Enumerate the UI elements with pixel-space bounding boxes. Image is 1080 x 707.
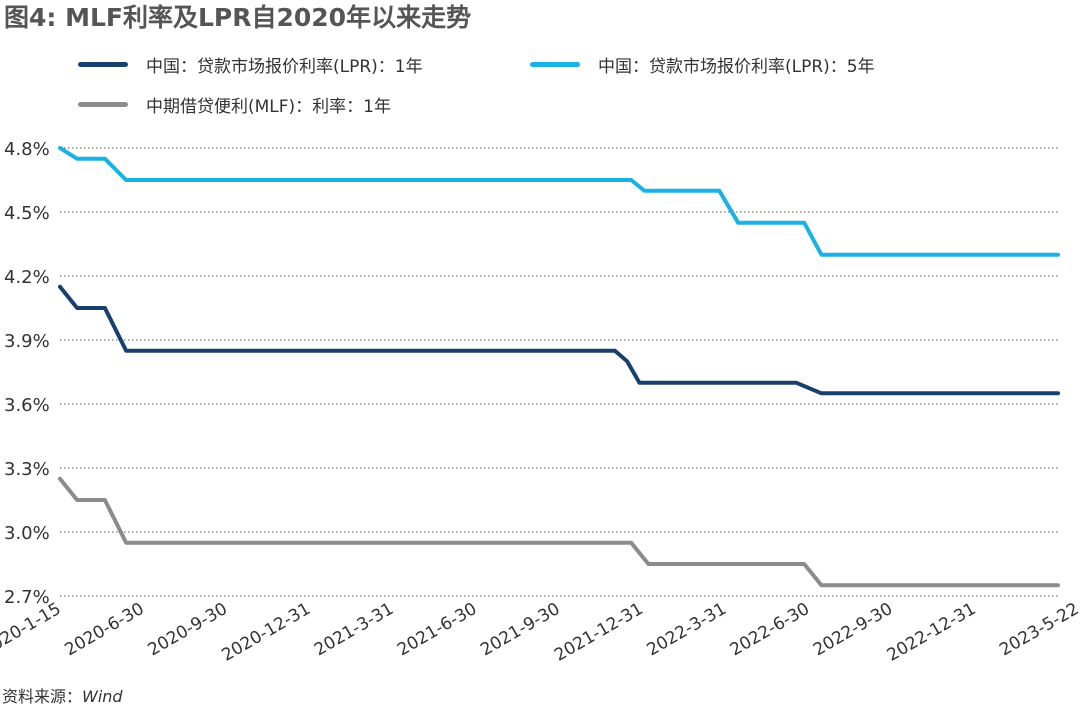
y-tick-label-3: 3.6%: [4, 395, 50, 416]
source-label: 资料来源：: [2, 687, 83, 706]
chart-title: 图4: MLF利率及LPR自2020年以来走势: [4, 3, 472, 32]
y-tick-label-0: 2.7%: [4, 587, 50, 608]
y-tick-label-2: 3.3%: [4, 459, 50, 480]
x-tick-label-7: 2021-12-31: [551, 599, 647, 666]
legend-label-mlf-1y: 中期借贷便利(MLF)：利率：1年: [146, 97, 391, 117]
legend-swatch-lpr-5y: [530, 62, 580, 67]
source-note: 资料来源：Wind: [2, 683, 123, 707]
legend-item-lpr-1y: 中国：贷款市场报价利率(LPR)：1年: [78, 52, 423, 77]
legend-swatch-mlf-1y: [78, 102, 128, 107]
x-tick-label-0: 2020-1-15: [0, 599, 64, 660]
series-line-1: [58, 146, 1060, 257]
legend-label-lpr-1y: 中国：贷款市场报价利率(LPR)：1年: [146, 57, 423, 77]
x-tick-label-9: 2022-6-30: [727, 599, 813, 660]
x-tick-label-6: 2021-9-30: [477, 599, 563, 660]
legend-item-mlf-1y: 中期借贷便利(MLF)：利率：1年: [78, 92, 391, 117]
x-tick-label-2: 2020-9-30: [145, 599, 231, 660]
x-tick-label-12: 2023-5-22: [996, 599, 1080, 660]
x-tick-label-11: 2022-12-31: [884, 599, 980, 666]
x-tick-label-5: 2021-6-30: [394, 599, 480, 660]
legend-label-lpr-5y: 中国：贷款市场报价利率(LPR)：5年: [598, 57, 875, 77]
legend-item-lpr-5y: 中国：贷款市场报价利率(LPR)：5年: [530, 52, 875, 77]
legend-swatch-lpr-1y: [78, 62, 128, 67]
y-tick-label-6: 4.5%: [4, 203, 50, 224]
x-tick-label-1: 2020-6-30: [61, 599, 147, 660]
x-tick-label-3: 2020-12-31: [218, 599, 314, 666]
series-line-0: [58, 284, 1060, 396]
x-tick-label-4: 2021-3-31: [311, 599, 397, 660]
y-tick-label-4: 3.9%: [4, 331, 50, 352]
y-tick-label-5: 4.2%: [4, 267, 50, 288]
x-tick-label-8: 2022-3-31: [644, 599, 730, 660]
y-tick-label-7: 4.8%: [4, 139, 50, 160]
y-tick-label-1: 3.0%: [4, 523, 50, 544]
series-line-2: [58, 476, 1060, 588]
source-name: Wind: [82, 687, 123, 706]
x-tick-label-10: 2022-9-30: [810, 599, 896, 660]
